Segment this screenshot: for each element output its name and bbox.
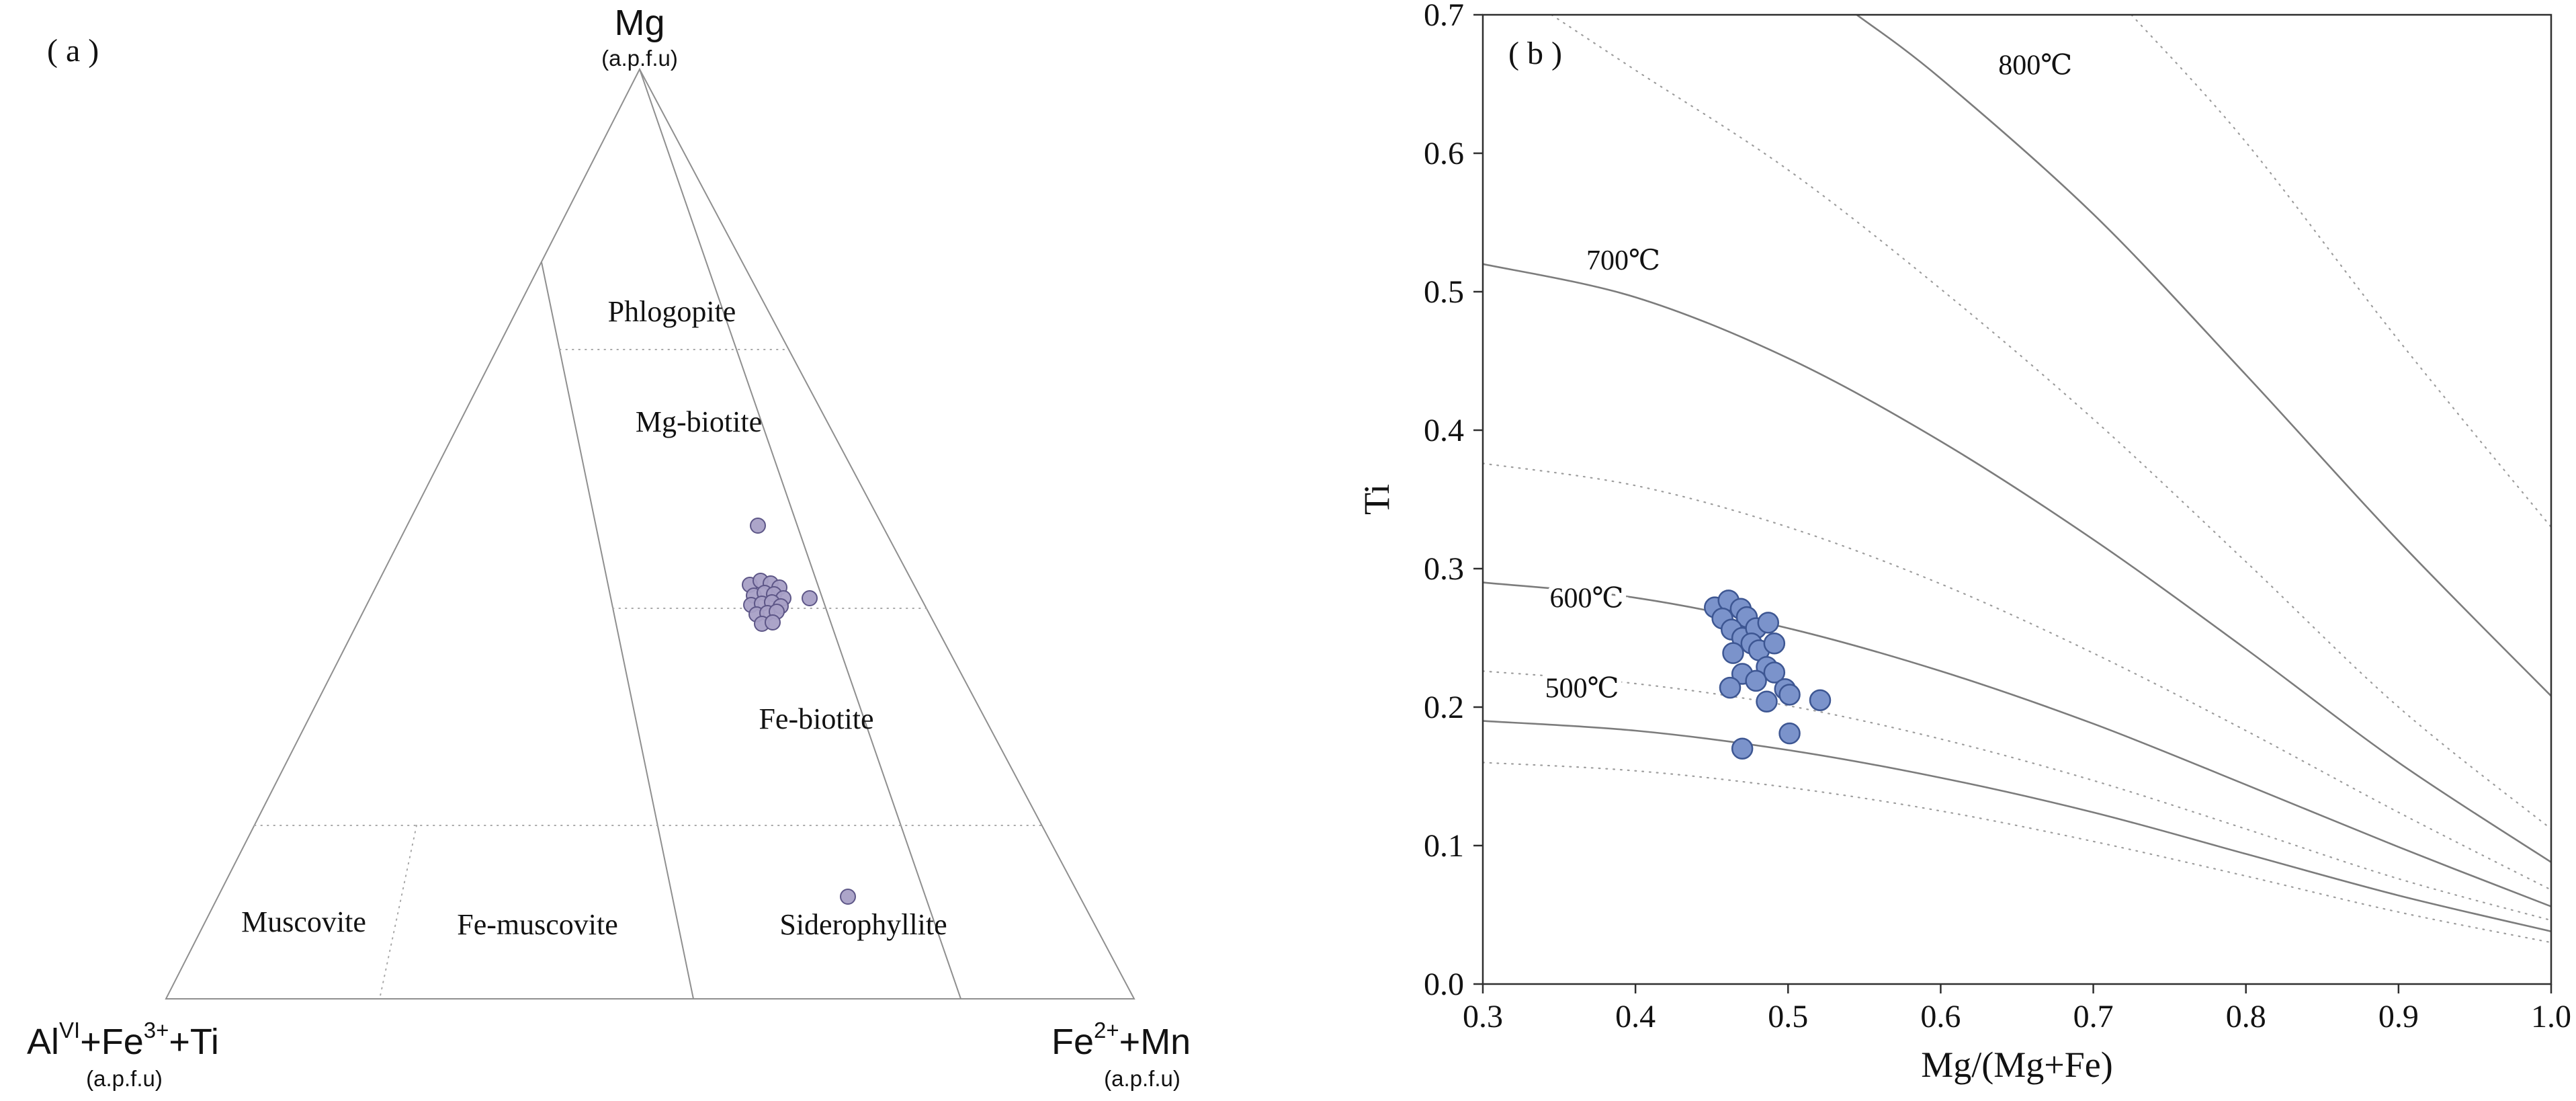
biotite-data-point [1778,722,1801,745]
field-label-phlogopite: Phlogopite [608,295,736,328]
biotite-data-point [1763,632,1786,655]
field-boundary-0 [541,261,694,1000]
biotite-data-point [802,590,818,606]
biotite-data-point [1722,642,1744,664]
isotherm-curve-450 [1483,762,2551,944]
isotherm-curve-550 [1483,670,2551,922]
vertex-sub-left: (a.p.f.u) [86,1066,163,1091]
biotite-data-point [1757,612,1780,634]
biotite-data-point [750,518,766,534]
field-boundary-5 [379,825,417,1000]
panel-b-label: (b) [1508,36,1570,71]
ternary-outline [165,67,1135,1000]
y-tick-label: 0.2 [1424,690,1464,725]
y-axis-label: Ti [1357,484,1397,515]
field-label-fe-muscovite: Fe-muscovite [457,908,618,941]
field-boundary-1 [639,69,961,1000]
y-tick-label: 0.7 [1424,0,1464,33]
biotite-data-point [1763,661,1786,684]
isotherm-curve-500 [1483,720,2551,932]
ternary-biotite-diagram: Phlogopite Mg-biotite Fe-biotite Muscovite F… [27,3,1191,1091]
y-tick-label: 0.1 [1424,828,1464,864]
x-tick-label: 0.3 [1463,999,1503,1034]
isotherm-curve-700 [1483,263,2551,863]
field-label-fe-biotite: Fe-biotite [759,702,873,735]
x-tick-label: 0.8 [2226,999,2266,1034]
isotherm-curve-600 [1483,581,2551,907]
isotherm-curve-850 [2131,15,2551,528]
vertex-sub-mg: (a.p.f.u) [601,46,678,71]
isotherm-label-800℃: 800℃ [1998,50,2072,81]
isotherm-label-600℃: 600℃ [1549,583,1623,614]
biotite-data-point [1756,690,1778,713]
biotite-data-point [840,889,856,905]
vertex-sub-right: (a.p.f.u) [1104,1066,1180,1091]
biotite-data-point [1778,684,1801,706]
field-label-siderophyllite: Siderophyllite [779,908,947,941]
x-tick-label: 0.5 [1768,999,1808,1034]
y-tick-label: 0.5 [1424,274,1464,310]
y-tick-label: 0.6 [1424,136,1464,171]
vertex-label-mg: Mg [614,3,664,43]
vertex-label-al-fe-ti: AlVI+Fe3++Ti [27,1018,219,1062]
biotite-data-point [1719,676,1742,699]
biotite-data-point [765,614,781,630]
isotherm-label-700℃: 700℃ [1586,245,1660,276]
field-label-muscovite: Muscovite [241,905,366,938]
x-axis-label: Mg/(Mg+Fe) [1921,1045,2112,1085]
x-tick-label: 0.4 [1615,999,1656,1034]
isotherm-curve-800 [1856,15,2551,697]
isotherm-label-500℃: 500℃ [1545,674,1619,704]
biotite-data-point [1745,669,1767,692]
vertex-label-fe-mn: Fe2++Mn [1051,1018,1191,1062]
ti-temperature-plot: 500℃ 600℃ 700℃ 800℃ 0.3 0.4 0.5 0.6 0.7 0.8 0.9 1.0… [1357,0,2571,1085]
y-tick-label: 0.0 [1424,967,1464,1002]
biotite-data-point [1809,689,1832,711]
x-tick-label: 0.6 [1920,999,1961,1034]
x-tick-label: 0.7 [2073,999,2114,1034]
plot-frame [1482,13,2552,985]
x-tick-label: 1.0 [2531,999,2571,1034]
y-tick-label: 0.4 [1424,413,1464,448]
isotherm-curve-750 [1551,15,2551,830]
isotherm-curve-650 [1483,462,2551,891]
field-label-mg-biotite: Mg-biotite [636,405,762,438]
x-tick-label: 0.9 [2378,999,2419,1034]
biotite-data-point [1731,737,1754,760]
y-tick-label: 0.3 [1424,551,1464,587]
panel-a-label: (a) [47,33,108,69]
